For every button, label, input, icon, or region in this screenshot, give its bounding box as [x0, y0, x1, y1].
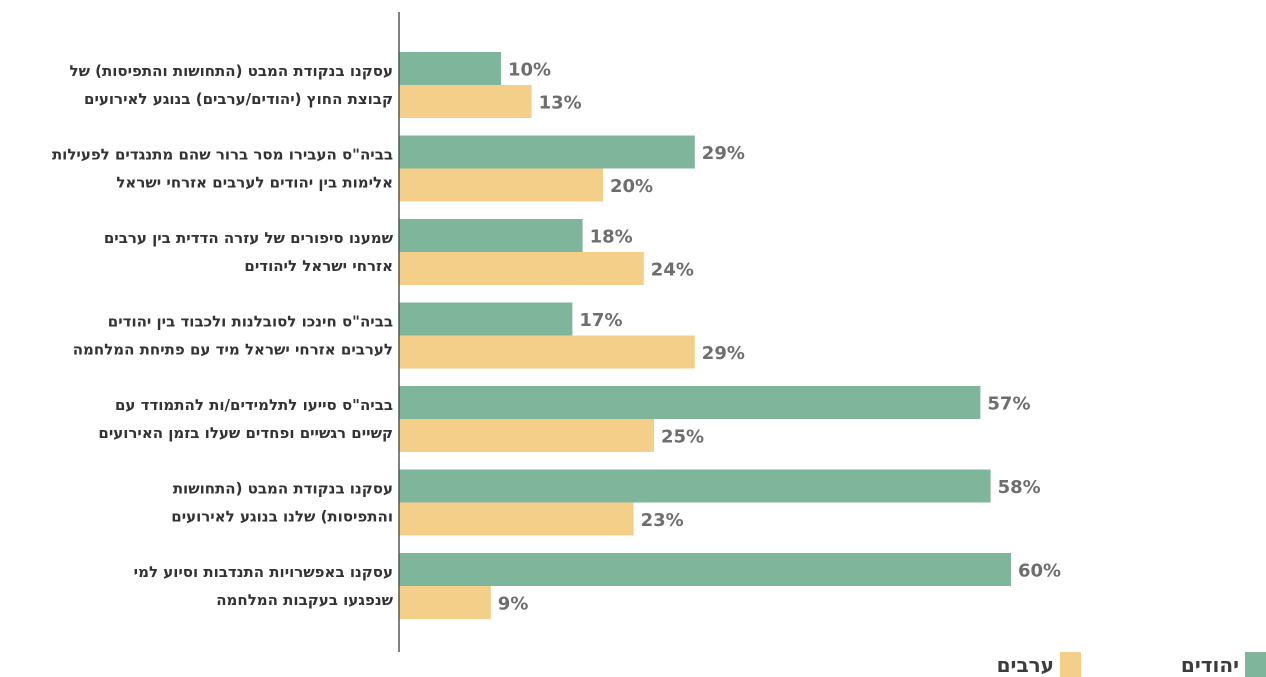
value-label-series1-cat4: 25%	[661, 427, 704, 448]
value-label-series0-cat5: 58%	[998, 477, 1041, 498]
bar-series0-cat4	[399, 386, 981, 419]
category-label-1-line-1: אלימות בין יהודים לערבים אזרחי ישראל	[116, 174, 393, 192]
bar-series1-cat2	[399, 252, 644, 285]
value-label-series1-cat3: 29%	[702, 343, 745, 364]
category-label-2-line-0: שמענו סיפורים של עזרה הדדית בין ערבים	[104, 229, 394, 247]
bar-series0-cat3	[399, 302, 573, 336]
category-label-2-line-1: אזרחי ישראל ליהודים	[244, 257, 393, 275]
bar-series1-cat1	[399, 168, 603, 202]
category-label-1-line-0: בביה"ס העבירו מסר ברור שהם מתנגדים לפעיל…	[52, 146, 393, 164]
value-label-series0-cat3: 17%	[579, 310, 622, 331]
legend-label-series1: ערבים	[997, 653, 1054, 677]
bars-layer: 10% 13% 29% 20% 18% 24% 17% 29% 57% 25% 58% 23% 60% 9…	[399, 52, 1061, 619]
value-label-series0-cat6: 60%	[1018, 561, 1061, 582]
category-label-5-line-0: עסקנו בנקודת המבט (התחושות	[173, 480, 393, 498]
category-label-0-line-0: עסקנו בנקודת המבט (התחושות והתפיסות) של	[70, 62, 394, 80]
bar-series0-cat2	[399, 219, 583, 252]
value-label-series0-cat0: 10%	[508, 60, 551, 81]
bar-series0-cat5	[399, 469, 991, 503]
bar-series1-cat0	[399, 85, 532, 118]
value-label-series0-cat4: 57%	[987, 394, 1030, 415]
bar-series1-cat4	[399, 419, 654, 452]
value-label-series1-cat5: 23%	[641, 510, 684, 531]
category-label-3-line-1: לערבים אזרחי ישראל מיד עם פתיחת המלחמה	[73, 341, 393, 359]
bar-series0-cat0	[399, 52, 501, 85]
legend-label-series0: יהודים	[1181, 653, 1239, 677]
value-label-series1-cat2: 24%	[651, 260, 694, 281]
category-label-3-line-0: בביה"ס חינכו לסובלנות ולכבוד בין יהודים	[108, 313, 393, 331]
category-label-5-line-1: והתפיסות) שלנו בנוגע לאירועים	[171, 508, 393, 526]
bar-series1-cat3	[399, 335, 695, 369]
category-labels-layer: עסקנו בנקודת המבט (התחושות והתפיסות) של ק…	[52, 62, 394, 609]
category-label-6-line-1: שנפגעו בעקבות המלחמה	[216, 591, 393, 609]
category-label-4-line-0: בביה"ס סייעו לתלמידים/ות להתמודד עם	[115, 396, 393, 414]
bar-series0-cat6	[399, 553, 1011, 586]
bar-series1-cat5	[399, 502, 634, 536]
legend-swatch-series1	[1060, 652, 1081, 677]
category-label-4-line-1: קשיים רגשיים ופחדים שעלו בזמן האירועים	[98, 424, 393, 442]
value-label-series0-cat2: 18%	[590, 227, 633, 248]
value-label-series0-cat1: 29%	[702, 143, 745, 164]
bar-series1-cat6	[399, 586, 491, 619]
value-label-series1-cat6: 9%	[498, 594, 529, 615]
legend-swatch-series0	[1245, 652, 1266, 677]
legend: יהודים ערבים	[997, 652, 1266, 677]
category-label-6-line-0: עסקנו באפשרויות התנדבות וסיוע למי	[134, 563, 393, 581]
category-label-0-line-1: קבוצת החוץ (יהודים/ערבים) בנוגע לאירועים	[84, 90, 393, 108]
value-label-series1-cat0: 13%	[539, 93, 582, 114]
bar-series0-cat1	[399, 135, 695, 169]
value-label-series1-cat1: 20%	[610, 176, 653, 197]
